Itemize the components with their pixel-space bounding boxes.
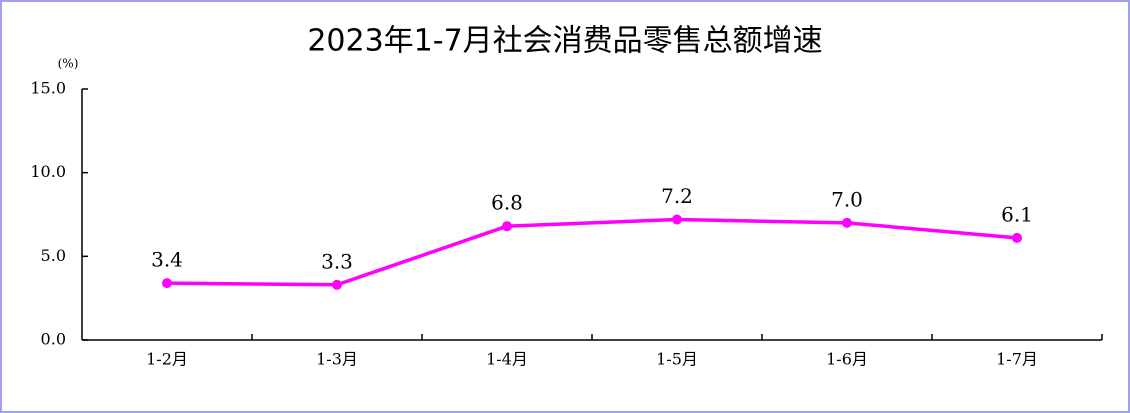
y-tick-label: 15.0 [30, 79, 66, 98]
x-tick-label: 1-6月 [826, 350, 868, 369]
marker [162, 278, 172, 289]
x-tick-label: 1-7月 [996, 350, 1038, 369]
x-tick-label: 1-3月 [316, 350, 358, 369]
marker [332, 279, 342, 290]
data-label: 6.8 [491, 191, 523, 215]
marker [842, 217, 852, 228]
x-tick-label: 1-4月 [486, 350, 528, 369]
y-tick-label: 10.0 [30, 162, 66, 181]
chart-title: 2023年1-7月社会消费品零售总额增速 [307, 24, 822, 59]
data-label: 3.3 [321, 249, 353, 273]
line [166, 217, 1018, 287]
x-tick-label: 1-5月 [656, 350, 698, 369]
marker [1012, 232, 1022, 243]
data-label: 3.4 [151, 248, 183, 272]
marker [502, 221, 512, 232]
data-label: 7.0 [831, 187, 863, 211]
data-label: 7.2 [661, 184, 693, 208]
marker [672, 214, 682, 225]
y-tick-label: 5.0 [41, 246, 66, 265]
data-label: 6.1 [1001, 202, 1033, 226]
x-tick-label: 1-2月 [146, 350, 188, 369]
y-tick-label: 0.0 [41, 330, 66, 349]
y-unit: (%) [58, 57, 79, 71]
